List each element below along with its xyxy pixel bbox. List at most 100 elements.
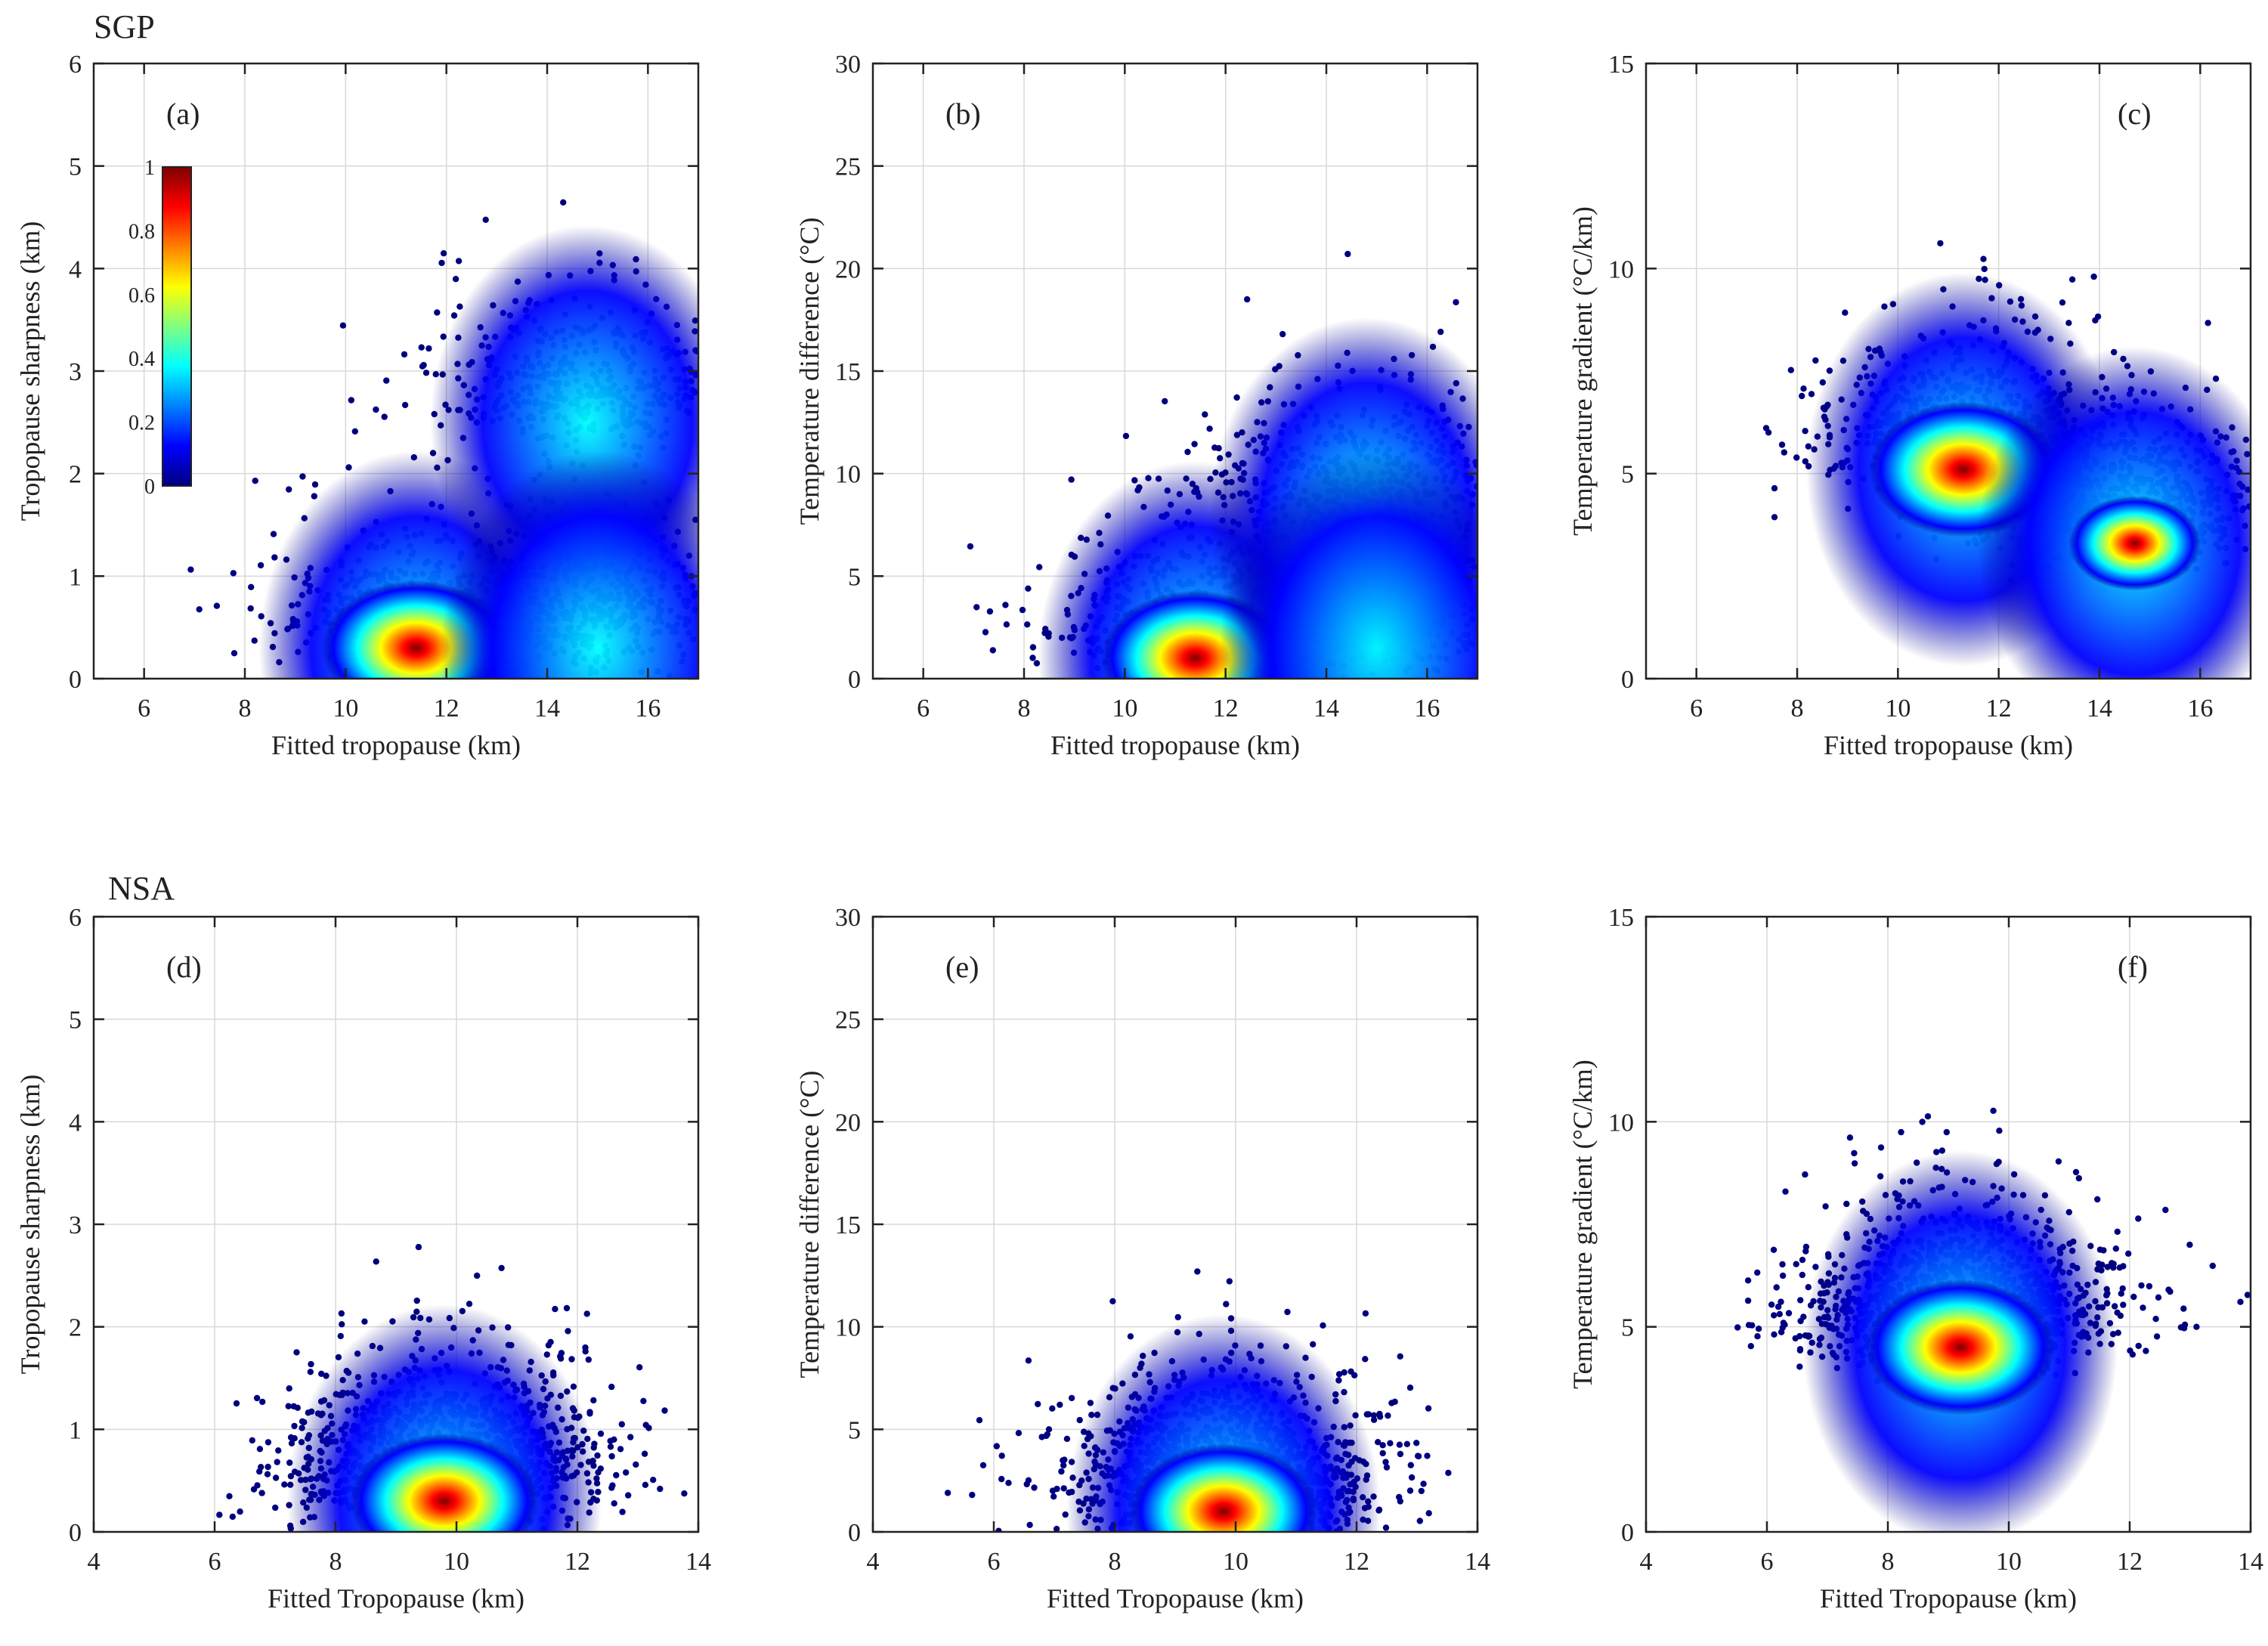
scatter-point <box>2068 276 2076 283</box>
density-core <box>2068 496 2201 591</box>
scatter-point <box>216 1511 223 1518</box>
scatter-point <box>1202 411 1208 418</box>
scatter-point <box>590 1397 597 1404</box>
panel-letter: (a) <box>166 97 200 131</box>
scatter-point <box>1162 398 1168 405</box>
scatter-point <box>438 259 445 267</box>
x-tick-label: 6 <box>917 695 930 722</box>
scatter-point <box>247 605 254 612</box>
scatter-point <box>1812 357 1819 364</box>
plot-area <box>216 1243 688 1532</box>
scatter-point <box>1762 425 1770 432</box>
scatter-point <box>1036 564 1043 571</box>
density-halo <box>440 450 698 679</box>
panel-letter: (b) <box>945 97 981 131</box>
scatter-point <box>568 1356 575 1363</box>
scatter-point <box>440 250 447 257</box>
scatter-point <box>213 602 221 609</box>
x-tick-label: 12 <box>434 695 459 722</box>
x-tick-label: 10 <box>1885 695 1911 722</box>
x-tick-label: 10 <box>333 695 358 722</box>
scatter-point <box>425 345 432 352</box>
scatter-point <box>1437 328 1444 336</box>
scatter-point <box>982 629 989 636</box>
y-axis-label: Temperature gradient (°C/km) <box>1567 206 1598 536</box>
y-tick-label: 5 <box>848 563 861 591</box>
scatter-point <box>1029 654 1036 661</box>
scatter-point <box>619 1508 626 1515</box>
scatter-point <box>258 1490 265 1496</box>
scatter-point <box>1981 265 1988 273</box>
x-axis-label: Fitted tropopause (km) <box>271 730 521 760</box>
scatter-point <box>1122 432 1130 440</box>
scatter-point <box>381 413 388 420</box>
scatter-point <box>339 1321 345 1328</box>
scatter-point <box>373 1258 379 1265</box>
scatter-point <box>361 1318 368 1325</box>
scatter-point <box>351 428 358 435</box>
scatter-point <box>565 1328 571 1335</box>
scatter-point <box>1029 644 1037 651</box>
scatter-point <box>257 562 265 569</box>
scatter-point <box>560 199 567 206</box>
scatter-point <box>311 481 319 488</box>
scatter-point <box>401 401 409 409</box>
scatter-point <box>422 370 430 376</box>
y-tick-label: 10 <box>1608 255 1634 283</box>
y-tick-label: 25 <box>835 153 861 181</box>
scatter-point <box>1800 385 1807 392</box>
scatter-point <box>2090 273 2097 280</box>
scatter-point <box>196 606 203 613</box>
scatter-point <box>1003 621 1010 628</box>
x-tick-label: 8 <box>1791 695 1804 722</box>
scatter-point <box>552 1305 558 1313</box>
y-tick-label: 15 <box>835 358 861 386</box>
scatter-point <box>230 570 237 577</box>
scatter-point <box>1019 606 1026 614</box>
scatter-point <box>625 1492 632 1499</box>
scatter-point <box>337 1332 344 1340</box>
scatter-point <box>383 377 390 384</box>
site-label-nsa: NSA <box>108 870 175 907</box>
scatter-point <box>1781 449 1787 456</box>
scatter-point <box>1002 602 1009 608</box>
scatter-point <box>617 1446 624 1453</box>
scatter-point <box>1802 428 1809 435</box>
scatter-point <box>318 1370 325 1378</box>
scatter-point <box>2094 313 2102 320</box>
y-tick-label: 5 <box>69 153 82 181</box>
scatter-point <box>339 322 347 329</box>
scatter-point <box>455 258 463 265</box>
scatter-point <box>452 276 459 283</box>
density-halo <box>1219 450 1477 679</box>
y-tick-label: 0 <box>1621 666 1634 694</box>
scatter-point <box>413 1297 420 1304</box>
scatter-point <box>252 478 258 484</box>
y-tick-label: 3 <box>69 358 82 386</box>
scatter-point <box>1024 621 1031 628</box>
scatter-point <box>440 333 447 340</box>
scatter-point <box>482 216 489 223</box>
scatter-point <box>420 361 427 369</box>
scatter-point <box>1980 255 1987 262</box>
scatter-point <box>373 406 379 413</box>
scatter-point <box>308 1360 314 1368</box>
x-tick-label: 16 <box>635 695 661 722</box>
scatter-point <box>338 1310 345 1317</box>
y-tick-label: 0 <box>848 666 861 694</box>
scatter-point <box>293 1349 300 1356</box>
site-label-sgp: SGP <box>94 8 155 45</box>
scatter-point <box>1937 240 1944 247</box>
x-tick-label: 8 <box>239 695 252 722</box>
y-tick-label: 6 <box>69 51 82 79</box>
scatter-point <box>611 1500 617 1507</box>
x-tick-label: 12 <box>1986 695 2012 722</box>
scatter-point <box>274 1459 280 1465</box>
scatter-point <box>636 1364 643 1371</box>
scatter-point <box>2205 320 2211 326</box>
y-tick-label: 20 <box>835 255 861 283</box>
x-tick-label: 8 <box>1018 695 1031 722</box>
x-tick-label: 16 <box>1414 695 1440 722</box>
scatter-point <box>1025 585 1032 592</box>
